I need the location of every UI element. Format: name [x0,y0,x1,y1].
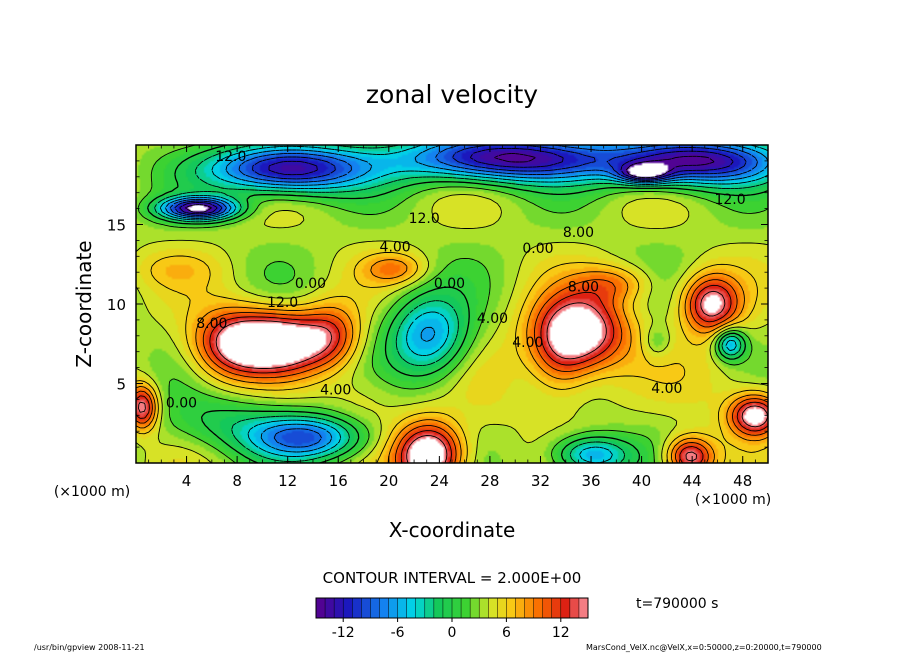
contour-label: 4.00 [477,311,508,327]
contour-lines [136,145,768,463]
y-axis-label: Z-coordinate [72,240,96,367]
colorbar-cell [578,598,589,618]
colorbar-cell [560,598,571,618]
colorbar-tick-label: 12 [552,625,570,641]
colorbar-cell [497,598,507,618]
contour-line [136,194,768,463]
colorbar-cell [569,598,580,618]
contour-label: 12.0 [409,211,440,227]
colorbar-tick-label: 0 [448,625,457,641]
y-tick-label: 10 [107,296,126,314]
contour-line [164,145,768,453]
x-tick-label: 8 [232,472,242,490]
footer-right: MarsCond_VelX.nc@VelX,x=0:50000,z=0:2000… [586,643,822,652]
contour-label: 0.00 [166,395,197,411]
contour-label: 4.00 [651,381,682,397]
contour-label: 0.00 [522,241,553,257]
colorbar-cell [361,598,371,618]
contour-label: 4.00 [512,335,543,351]
x-unit-right: (×1000 m) [695,492,771,508]
x-tick-label: 28 [480,472,499,490]
x-tick-label: 12 [278,472,297,490]
colorbar-cell [352,598,362,618]
contour-label: 0.00 [295,276,326,292]
colorbar-cell [470,598,480,618]
colorbar-cell [461,598,471,618]
colorbar-cell [524,598,534,618]
x-ticks: 4 8 12 16 20 24 28 32 36 40 44 48 [148,145,756,490]
colorbar-cell [334,598,344,618]
contour-label: 4.00 [320,383,351,399]
contour-line [136,284,768,463]
contour-line [146,145,768,463]
colorbar-cell [506,598,516,618]
contour-line [154,145,768,463]
colorbar-cell [388,598,398,618]
x-tick-label: 24 [430,472,449,490]
colorbar-cell [424,598,435,618]
x-tick-label: 40 [632,472,651,490]
y-tick-label: 5 [116,376,126,394]
time-label: t=790000 s [636,596,718,612]
contour-line [136,279,768,463]
contour-line [137,145,768,463]
contour-interval: CONTOUR INTERVAL = 2.000E+00 [323,569,582,587]
colorbar-cell [343,598,353,618]
y-tick-label: 15 [107,217,126,235]
x-tick-label: 44 [683,472,702,490]
contour-label: 8.00 [568,279,599,295]
velocity-field [136,145,768,463]
contour-label: 12.0 [714,192,745,208]
colorbar-cell [406,598,417,618]
contour-label: 0.00 [434,276,465,292]
contour-line [136,251,768,463]
colorbar-cell [316,598,326,618]
y-ticks: 5 10 15 [107,160,768,448]
chart-title: zonal velocity [366,80,538,109]
x-tick-label: 36 [581,472,600,490]
x-tick-label: 20 [379,472,398,490]
colorbar-cell [533,598,543,618]
contour-line [169,145,758,448]
plot-area: 12.0 12.0 12.0 8.00 4.00 0.00 0.00 0.00 8.00 12.0… [107,144,769,490]
colorbar-cell [325,598,335,618]
colorbar-tick-label: -12 [332,625,355,641]
colorbar-cell [379,598,389,618]
contour-labels: 12.0 12.0 12.0 8.00 4.00 0.00 0.00 0.00 8.00 12.0… [166,149,746,411]
contour-label: 4.00 [380,240,411,256]
colorbar-cell [452,598,462,618]
x-tick-label: 16 [329,472,348,490]
colorbar-cell [551,598,562,618]
colorbar: -12 -6 0 6 12 [315,597,589,641]
x-tick-label: 4 [182,472,192,490]
footer-left: /usr/bin/gpview 2008-11-21 [34,643,145,652]
colorbar-cell [515,598,525,618]
x-unit-left: (×1000 m) [54,484,130,500]
colorbar-cell [442,598,453,618]
colorbar-cell [370,598,380,618]
x-tick-label: 32 [531,472,550,490]
colorbar-cell [488,598,498,618]
colorbar-cell [415,598,426,618]
contour-label: 8.00 [563,225,594,241]
colorbar-tick-label: 6 [502,625,511,641]
colorbar-cell [433,598,444,618]
colorbar-cell [479,598,489,618]
contour-line [138,290,768,463]
colorbar-tick-label: -6 [391,625,405,641]
x-tick-label: 48 [733,472,752,490]
contour-label: 12.0 [267,295,298,311]
contour-line [179,147,734,215]
colorbar-cell [397,598,407,618]
x-axis-label: X-coordinate [389,518,516,542]
contour-label: 8.00 [196,316,227,332]
colorbar-ticks: -12 -6 0 6 12 [332,618,570,641]
contour-line [185,153,715,213]
colorbar-cells [316,598,589,618]
contour-line [159,145,768,463]
contour-label: 12.0 [215,149,246,165]
colorbar-cell [542,598,553,618]
